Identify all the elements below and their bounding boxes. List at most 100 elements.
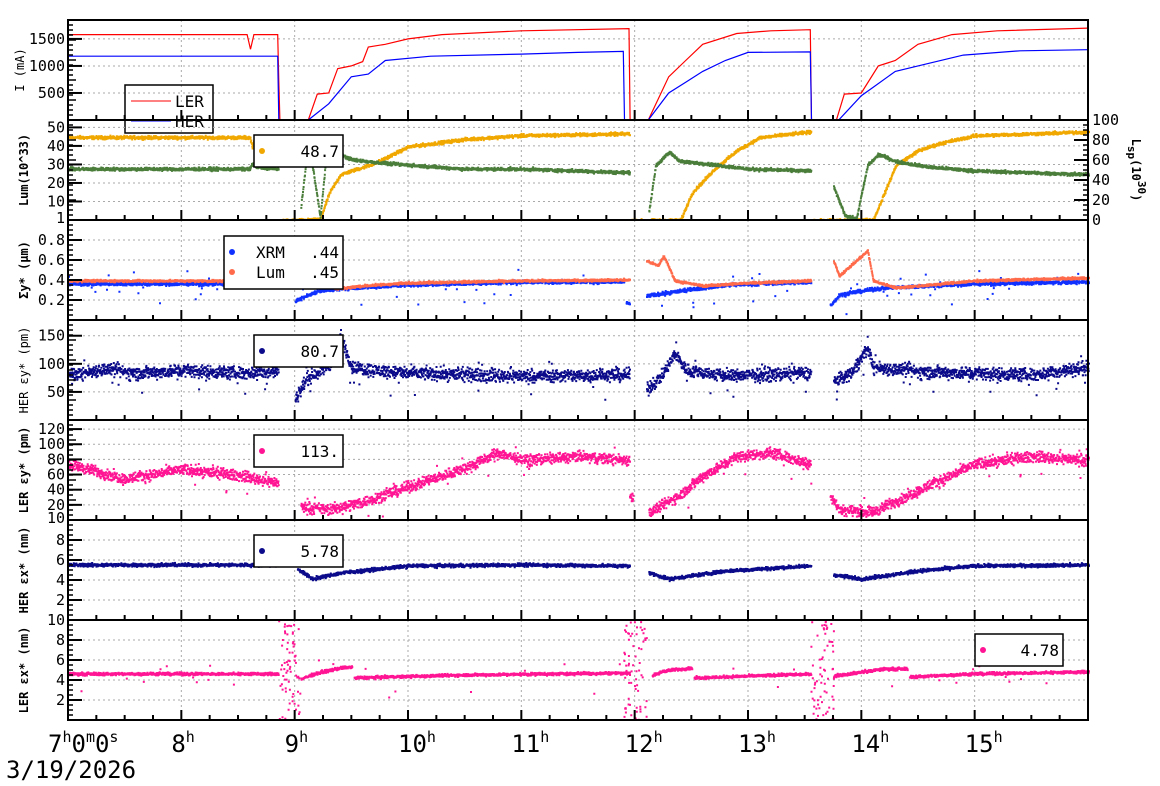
x-tick-label: 7h0m0s [48,728,118,758]
right-tick-label: 80 [1092,131,1110,149]
sup-h: h [427,728,436,746]
end: ) [1129,194,1143,201]
y-tick-label: 10 [47,611,65,629]
right-tick-label: 60 [1092,151,1110,169]
legend-marker [259,548,265,554]
y-tick-label: 40 [47,481,65,499]
y-tick-label: 50 [47,383,65,401]
y-tick-label: 50 [47,118,65,136]
legend-label: Lum [256,263,285,282]
legend: 5.78 [253,534,344,568]
right-tick-label: 40 [1092,171,1110,189]
y-tick-label: 0.4 [38,271,65,289]
panel-her-eps-y: 50 100 150 HER εy* (pm) 80.7 [17,319,1090,421]
mid: (10 [1129,159,1143,181]
y-axis-label: HER εx* (nm) [17,527,31,614]
exp: 30 [1135,181,1148,194]
sup-h: h [186,728,195,746]
legend-box [253,134,344,168]
y-axis-label: Σy* (μm) [17,241,31,299]
legend-value: 80.7 [300,342,339,361]
sup-h: h [62,728,71,746]
legend-box [974,633,1064,667]
legend: 113. [253,434,344,468]
legend-value: .44 [310,243,339,262]
series-xrm [68,268,1090,321]
series-lum [68,129,1090,221]
sup-h: h [299,728,308,746]
legend-marker [259,148,265,154]
x-tick-label: 8h [171,728,194,758]
right-tick-label: 100 [1092,111,1119,129]
legend-box [253,434,344,468]
y-tick-label: 4 [56,671,65,689]
legend-value: 4.78 [1020,641,1059,660]
y-tick-label: 8 [56,531,65,549]
right-axis-label: Lsp(1030) [1125,139,1148,202]
y-tick-label: 10 [47,192,65,210]
legend-marker [259,348,265,354]
sup-m: m [86,728,95,746]
series-ler [68,27,1089,121]
y-tick-label: 100 [38,435,65,453]
y-tick-label: 1 [56,209,65,227]
legend-label: LER [175,92,204,111]
y-tick-label: 0.2 [38,291,65,309]
y-axis-label: LER εx* (nm) [17,627,31,714]
min: 0 [71,730,85,758]
y-tick-label: 4 [56,571,65,589]
y-tick-label: 0.6 [38,251,65,269]
legend-box [253,334,344,368]
sec: 0 [95,730,109,758]
sup-h: h [880,728,889,746]
y-tick-label: 6 [56,651,65,669]
series-ler-x- [68,659,1090,699]
y-tick-label: 80 [47,450,65,468]
legend-value: .45 [310,263,339,282]
right-tick-label: 0 [1092,211,1101,229]
y-tick-label: 20 [47,496,65,514]
legend-marker [229,269,235,275]
y-tick-label: 10 [47,509,65,527]
legend-value: 48.7 [300,142,339,161]
x-tick-label: 14h [851,728,889,758]
y-tick-label: 60 [47,466,65,484]
legend-value: 113. [300,442,339,461]
y-tick-label: 8 [56,631,65,649]
x-tick-label: 11h [511,728,549,758]
legend-value: 5.78 [300,542,339,561]
legend: 80.7 [253,334,344,368]
sup-h: h [654,728,663,746]
legend: 4.78 [974,633,1064,667]
y-axis-label: Lum(10^33) [17,134,31,206]
panel-luminosity: 11020304050Lum(10^33)020406080100Lsp(103… [17,111,1148,229]
legend-box [223,235,344,290]
sup-h: h [767,728,776,746]
panel-frame [67,619,1089,721]
legend-marker [980,647,986,653]
legend-marker [259,448,265,454]
panel-her-eps-x: 2 4 6 8 HER εx* (nm) 5.78 [17,519,1090,621]
series-lsp [68,150,1090,221]
sup-h: h [994,728,1003,746]
y-tick-label: 6 [56,551,65,569]
x-tick-label: 10h [398,728,436,758]
legend: XRM .44 Lum .45 [223,235,344,290]
y-axis-label: I (mA) [13,48,27,91]
y-tick-label: 1000 [29,57,65,75]
y-tick-label: 150 [38,327,65,345]
x-tick-label: 15h [965,728,1003,758]
y-tick-label: 0.8 [38,231,65,249]
series-ler-x-scatter [278,620,835,721]
legend-label: HER [175,112,204,131]
legend-box [253,534,344,568]
panel-sigma-y: 0.2 0.4 0.6 0.8 Σy* (μm) XRM .44 Lum .45 [17,219,1090,321]
x-tick-label: 12h [625,728,663,758]
y-tick-label: 120 [38,420,65,438]
y-tick-label: 40 [47,137,65,155]
x-tick-label: 9h [285,728,308,758]
date-label: 3/19/2026 [6,756,136,782]
